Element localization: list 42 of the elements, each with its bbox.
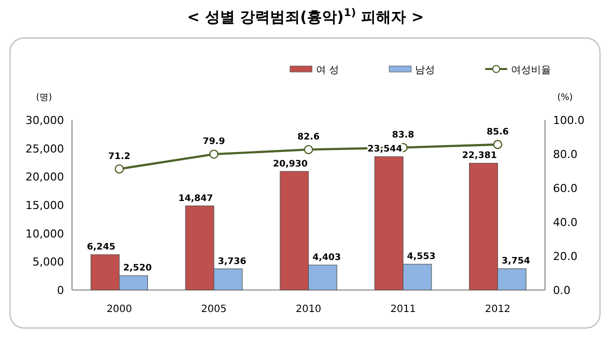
y2-tick-label: 60.0	[553, 182, 578, 195]
y2-axis-title: (%)	[557, 93, 573, 103]
data-label: 83.8	[392, 130, 414, 141]
data-label: 4,553	[407, 252, 436, 262]
y-tick-label: 30,000	[26, 114, 64, 127]
y-tick-label: 10,000	[26, 227, 64, 240]
point	[493, 140, 502, 150]
y2-tick-label: 80.0	[553, 148, 578, 161]
y-tick-label: 15,000	[26, 199, 64, 212]
y-tick-label: 25,000	[26, 142, 64, 156]
legend-label: 남성	[415, 65, 436, 76]
x-tick-label: 2000	[106, 304, 132, 315]
y-tick-label: 0	[57, 284, 64, 297]
point	[114, 164, 124, 174]
data-label: 14,847	[178, 194, 214, 204]
y2-tick-label: 0.0	[553, 284, 570, 297]
y2-tick-label: 40.0	[553, 216, 578, 229]
y2-tick-label: 20.0	[553, 250, 578, 263]
legend-label: 여성비율	[511, 65, 552, 76]
chart-title: < 성별 강력범죄(흉악)$^{1)}$ 피해자 >	[187, 7, 424, 26]
data-label: 22,381	[462, 151, 497, 162]
x-tick-label: 2010	[296, 304, 322, 315]
y-tick-label: 20,000	[26, 170, 64, 184]
data-label: 3,754	[502, 256, 530, 267]
data-label: 4,403	[312, 253, 341, 264]
data-label: 82.6	[297, 132, 320, 143]
y2-tick-label: 100.0	[553, 114, 584, 127]
data-label: 71.2	[108, 152, 130, 162]
point	[304, 144, 314, 154]
y-axis-title: (명)	[36, 93, 52, 103]
x-tick-label: 2005	[201, 304, 227, 315]
data-label: 2,520	[123, 264, 152, 274]
data-label: 20,930	[272, 159, 308, 170]
point	[209, 150, 218, 159]
x-tick-label: 2012	[484, 304, 510, 315]
data-label: 79.9	[202, 137, 226, 148]
data-label: 6,245	[86, 242, 116, 253]
data-label: 3,736	[218, 256, 246, 267]
x-tick-label: 2011	[390, 304, 416, 315]
data-label: 85.6	[486, 127, 509, 138]
legend-label: 여 성	[316, 65, 340, 76]
y-tick-label: 5,000	[32, 256, 64, 269]
